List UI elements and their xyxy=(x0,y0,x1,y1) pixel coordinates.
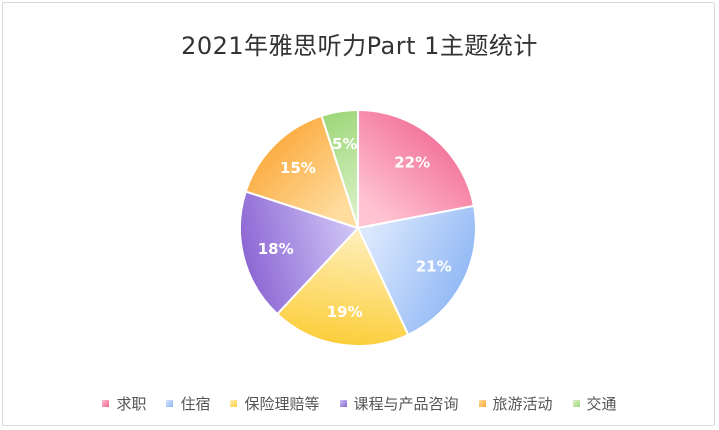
pie-labels: 22% 21% 19% 18% 15% 5% xyxy=(258,135,452,321)
legend-item-job: 求职 xyxy=(102,393,146,414)
pie-label-job: 22% xyxy=(394,154,430,172)
pie-slice-accommodation xyxy=(356,204,477,337)
pie-label-travel: 15% xyxy=(280,159,316,177)
legend-item-course: 课程与产品咨询 xyxy=(339,393,459,414)
legend-label-travel: 旅游活动 xyxy=(492,395,553,413)
legend-label-job: 求职 xyxy=(116,395,147,413)
legend-label-course: 课程与产品咨询 xyxy=(353,395,459,413)
legend-item-travel: 旅游活动 xyxy=(478,393,553,414)
legend-item-insurance: 保险理赔等 xyxy=(230,393,320,414)
pie-slice-course xyxy=(239,190,360,316)
chart-legend: 求职 住宿 保险理赔等 课程与产品咨询 旅游活动 交通 xyxy=(0,393,719,414)
pie-slice-insurance xyxy=(275,226,410,347)
legend-swatch-insurance xyxy=(230,400,238,407)
pie-label-accommodation: 21% xyxy=(416,258,452,276)
pie-slice-job xyxy=(357,108,476,230)
legend-label-insurance: 保险理赔等 xyxy=(244,395,320,413)
pie-label-insurance: 19% xyxy=(327,303,363,321)
legend-label-transport: 交通 xyxy=(586,395,617,413)
legend-swatch-travel xyxy=(478,400,486,407)
legend-swatch-transport xyxy=(572,400,580,407)
pie-slice-transport xyxy=(320,108,359,229)
legend-item-transport: 交通 xyxy=(572,393,617,414)
legend-label-accommodation: 住宿 xyxy=(180,395,211,413)
legend-swatch-course xyxy=(339,400,347,407)
chart-title: 2021年雅思听力Part 1主题统计 xyxy=(181,32,538,60)
pie-label-transport: 5% xyxy=(332,135,357,153)
legend-swatch-job xyxy=(102,400,110,407)
legend-swatch-accommodation xyxy=(166,400,174,407)
pie-label-course: 18% xyxy=(258,240,294,258)
pie-slices xyxy=(239,108,477,347)
legend-item-accommodation: 住宿 xyxy=(166,393,210,414)
